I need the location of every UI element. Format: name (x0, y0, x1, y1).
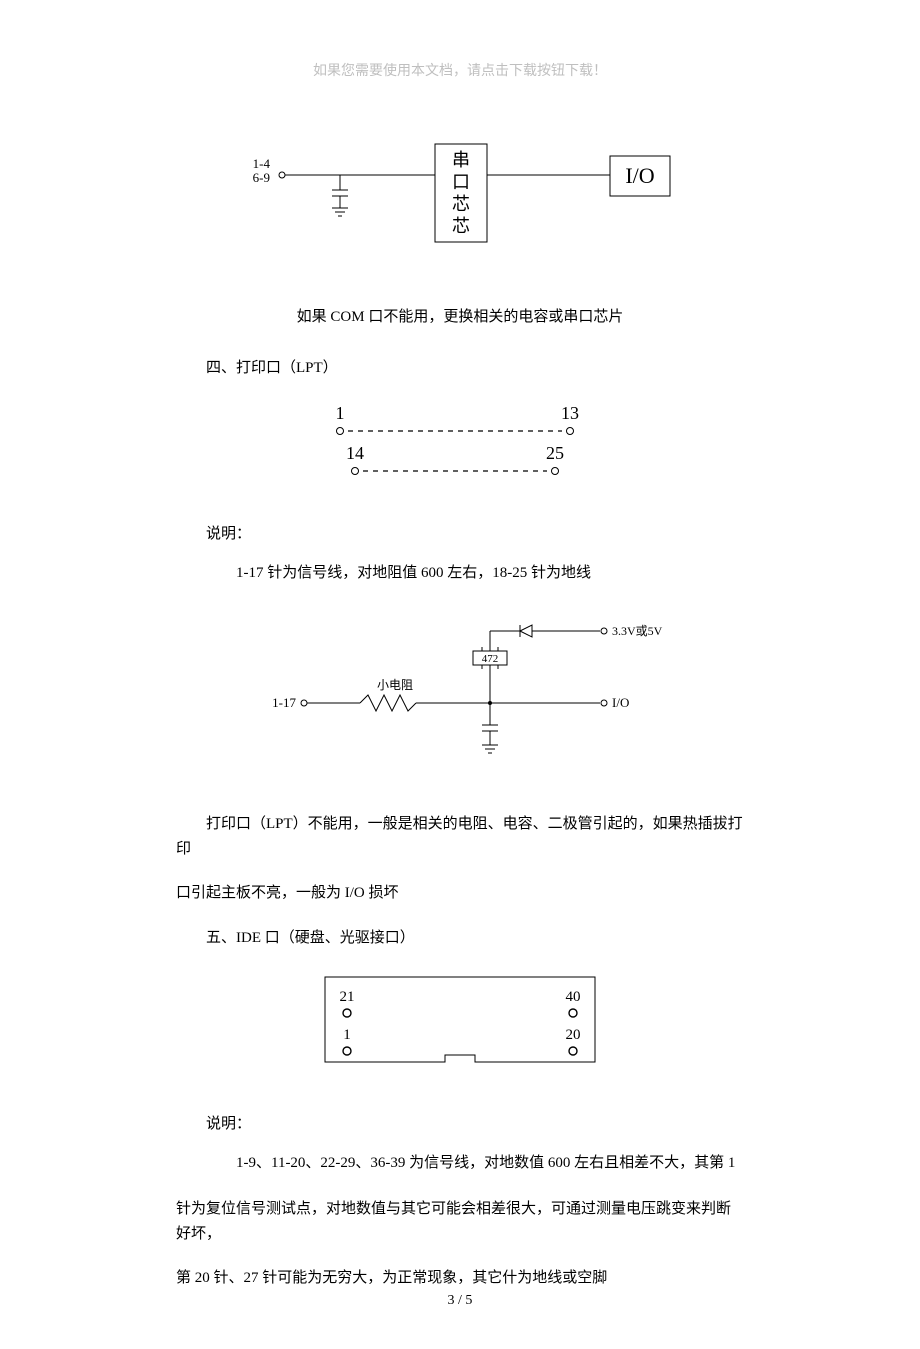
header-note: 如果您需要使用本文档，请点击下载按钮下载！ (0, 60, 920, 80)
svg-text:6-9: 6-9 (253, 170, 270, 185)
svg-text:1-4: 1-4 (253, 156, 271, 171)
svg-text:21: 21 (340, 989, 355, 1005)
pin-1: 1 (336, 403, 345, 423)
svg-text:472: 472 (482, 653, 499, 665)
note-label-2: 说明： (176, 1112, 744, 1133)
note-ide-1: 1-9、11-20、22-29、36-39 为信号线，对地数值 600 左右且相… (176, 1151, 744, 1177)
diagram-lpt-circuit: 1-17 小电阻 472 (176, 607, 744, 782)
svg-text:口: 口 (452, 172, 470, 192)
pin-13: 13 (561, 403, 579, 423)
para-lpt-2: 口引起主板不亮，一般为 I/O 损坏 (176, 881, 744, 907)
svg-text:40: 40 (566, 989, 581, 1005)
svg-text:小电阻: 小电阻 (377, 678, 413, 692)
page-content: 1-4 6-9 串 口 芯 芯 I/O 如果 COM (0, 130, 920, 1291)
svg-text:20: 20 (566, 1027, 581, 1043)
svg-text:I/O: I/O (625, 163, 654, 188)
svg-text:芯: 芯 (452, 216, 470, 236)
diagram-com: 1-4 6-9 串 口 芯 芯 I/O (176, 130, 744, 275)
note-ide-2: 针为复位信号测试点，对地数值与其它可能会相差很大，可通过测量电压跳变来判断好坏， (176, 1197, 744, 1248)
page-number: 3 / 5 (0, 1293, 920, 1309)
svg-text:串: 串 (452, 150, 470, 170)
section-4-heading: 四、打印口（LPT） (176, 356, 744, 377)
caption-com: 如果 COM 口不能用，更换相关的电容或串口芯片 (176, 305, 744, 326)
svg-text:1: 1 (343, 1027, 351, 1043)
section-5-heading: 五、IDE 口（硬盘、光驱接口） (176, 926, 744, 947)
svg-text:芯: 芯 (452, 194, 470, 214)
note-label-1: 说明： (176, 522, 744, 543)
svg-text:I/O: I/O (612, 695, 629, 710)
svg-text:1-17: 1-17 (272, 695, 296, 710)
pin-14: 14 (346, 443, 364, 463)
pin-25: 25 (546, 443, 564, 463)
diagram-lpt-pins: 1 13 14 25 (176, 397, 744, 492)
note-lpt-pins: 1-17 针为信号线，对地阻值 600 左右，18-25 针为地线 (176, 561, 744, 587)
diagram-ide: 21 40 1 20 (176, 967, 744, 1082)
svg-text:3.3V或5V: 3.3V或5V (612, 624, 663, 638)
note-ide-3: 第 20 针、27 针可能为无穷大，为正常现象，其它什为地线或空脚 (176, 1266, 744, 1292)
para-lpt-1: 打印口（LPT）不能用，一般是相关的电阻、电容、二极管引起的，如果热插拔打印 (176, 812, 744, 863)
